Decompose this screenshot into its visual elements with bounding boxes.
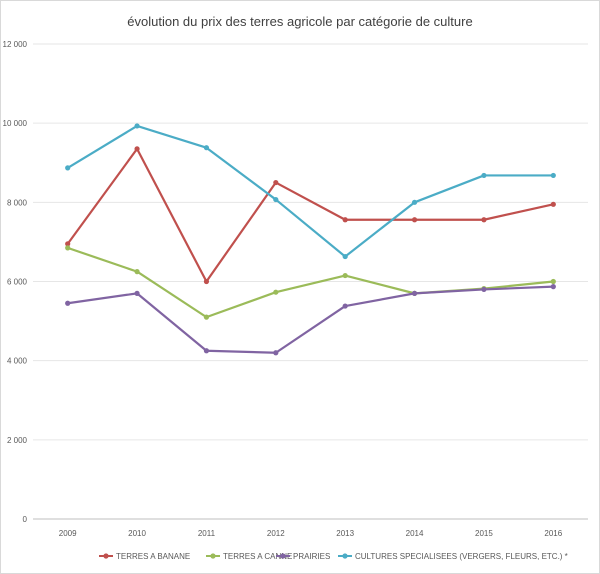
x-tick-label: 2014 bbox=[406, 529, 424, 538]
data-point bbox=[65, 165, 71, 171]
data-point bbox=[342, 217, 348, 223]
data-point bbox=[134, 290, 140, 296]
y-tick-label: 10 000 bbox=[3, 119, 28, 128]
x-tick-label: 2015 bbox=[475, 529, 493, 538]
y-tick-label: 8 000 bbox=[7, 198, 28, 207]
legend-marker bbox=[210, 553, 216, 559]
data-point bbox=[273, 179, 279, 186]
series-lines bbox=[65, 123, 556, 356]
y-tick-label: 6 000 bbox=[7, 278, 28, 287]
data-point bbox=[550, 201, 556, 207]
x-tick-label: 2011 bbox=[198, 529, 216, 538]
data-point bbox=[481, 217, 487, 223]
y-tick-label: 0 bbox=[23, 515, 28, 524]
data-point bbox=[203, 278, 210, 285]
data-point bbox=[203, 145, 210, 151]
y-tick-label: 4 000 bbox=[7, 357, 28, 366]
data-point bbox=[550, 172, 556, 179]
series-line bbox=[66, 124, 555, 258]
legend-label: CULTURES SPECIALISEES (VERGERS, FLEURS, … bbox=[355, 552, 568, 561]
data-point bbox=[203, 314, 210, 320]
x-tick-label: 2009 bbox=[59, 529, 77, 538]
y-tick-label: 2 000 bbox=[7, 436, 28, 445]
data-point bbox=[550, 284, 556, 290]
data-point bbox=[481, 286, 487, 293]
data-point bbox=[134, 123, 140, 129]
data-point bbox=[65, 300, 71, 306]
legend: TERRES A BANANE TERRES A CANNE PRAIRIES CUL… bbox=[99, 552, 568, 561]
legend-marker bbox=[342, 553, 348, 559]
x-tick-label: 2016 bbox=[544, 529, 562, 538]
data-point bbox=[134, 269, 140, 275]
x-tick-label: 2012 bbox=[267, 529, 285, 538]
data-point bbox=[134, 146, 140, 152]
legend-label: TERRES A BANANE bbox=[116, 552, 190, 561]
legend-marker bbox=[103, 553, 109, 559]
x-axis: 2009 2010 2011 2012 2013 2014 2015 2016 bbox=[59, 529, 563, 538]
chart-title: évolution du prix des terres agricole pa… bbox=[127, 14, 473, 29]
data-point bbox=[65, 245, 71, 251]
data-point bbox=[550, 278, 556, 285]
data-point bbox=[411, 199, 418, 205]
y-tick-label: 12 000 bbox=[3, 40, 28, 49]
data-point bbox=[411, 290, 418, 296]
data-point bbox=[411, 217, 418, 223]
data-point bbox=[342, 272, 348, 279]
data-point bbox=[273, 289, 279, 295]
x-tick-label: 2010 bbox=[128, 529, 146, 538]
data-point bbox=[203, 348, 210, 354]
x-tick-label: 2013 bbox=[336, 529, 354, 538]
data-point bbox=[481, 172, 487, 179]
legend-marker bbox=[280, 553, 286, 559]
series-line bbox=[66, 246, 555, 319]
series-line bbox=[66, 147, 555, 283]
data-point bbox=[273, 350, 279, 356]
data-point bbox=[273, 196, 279, 203]
legend-label: PRAIRIES bbox=[293, 552, 330, 561]
data-point bbox=[342, 253, 348, 260]
series-line bbox=[66, 285, 555, 354]
y-axis: 0 2 000 4 000 6 000 8 000 10 000 12 000 bbox=[3, 40, 28, 524]
data-point bbox=[65, 241, 71, 247]
data-point bbox=[342, 303, 348, 309]
gridlines bbox=[33, 43, 588, 520]
legend-label: TERRES A CANNE bbox=[223, 552, 292, 561]
